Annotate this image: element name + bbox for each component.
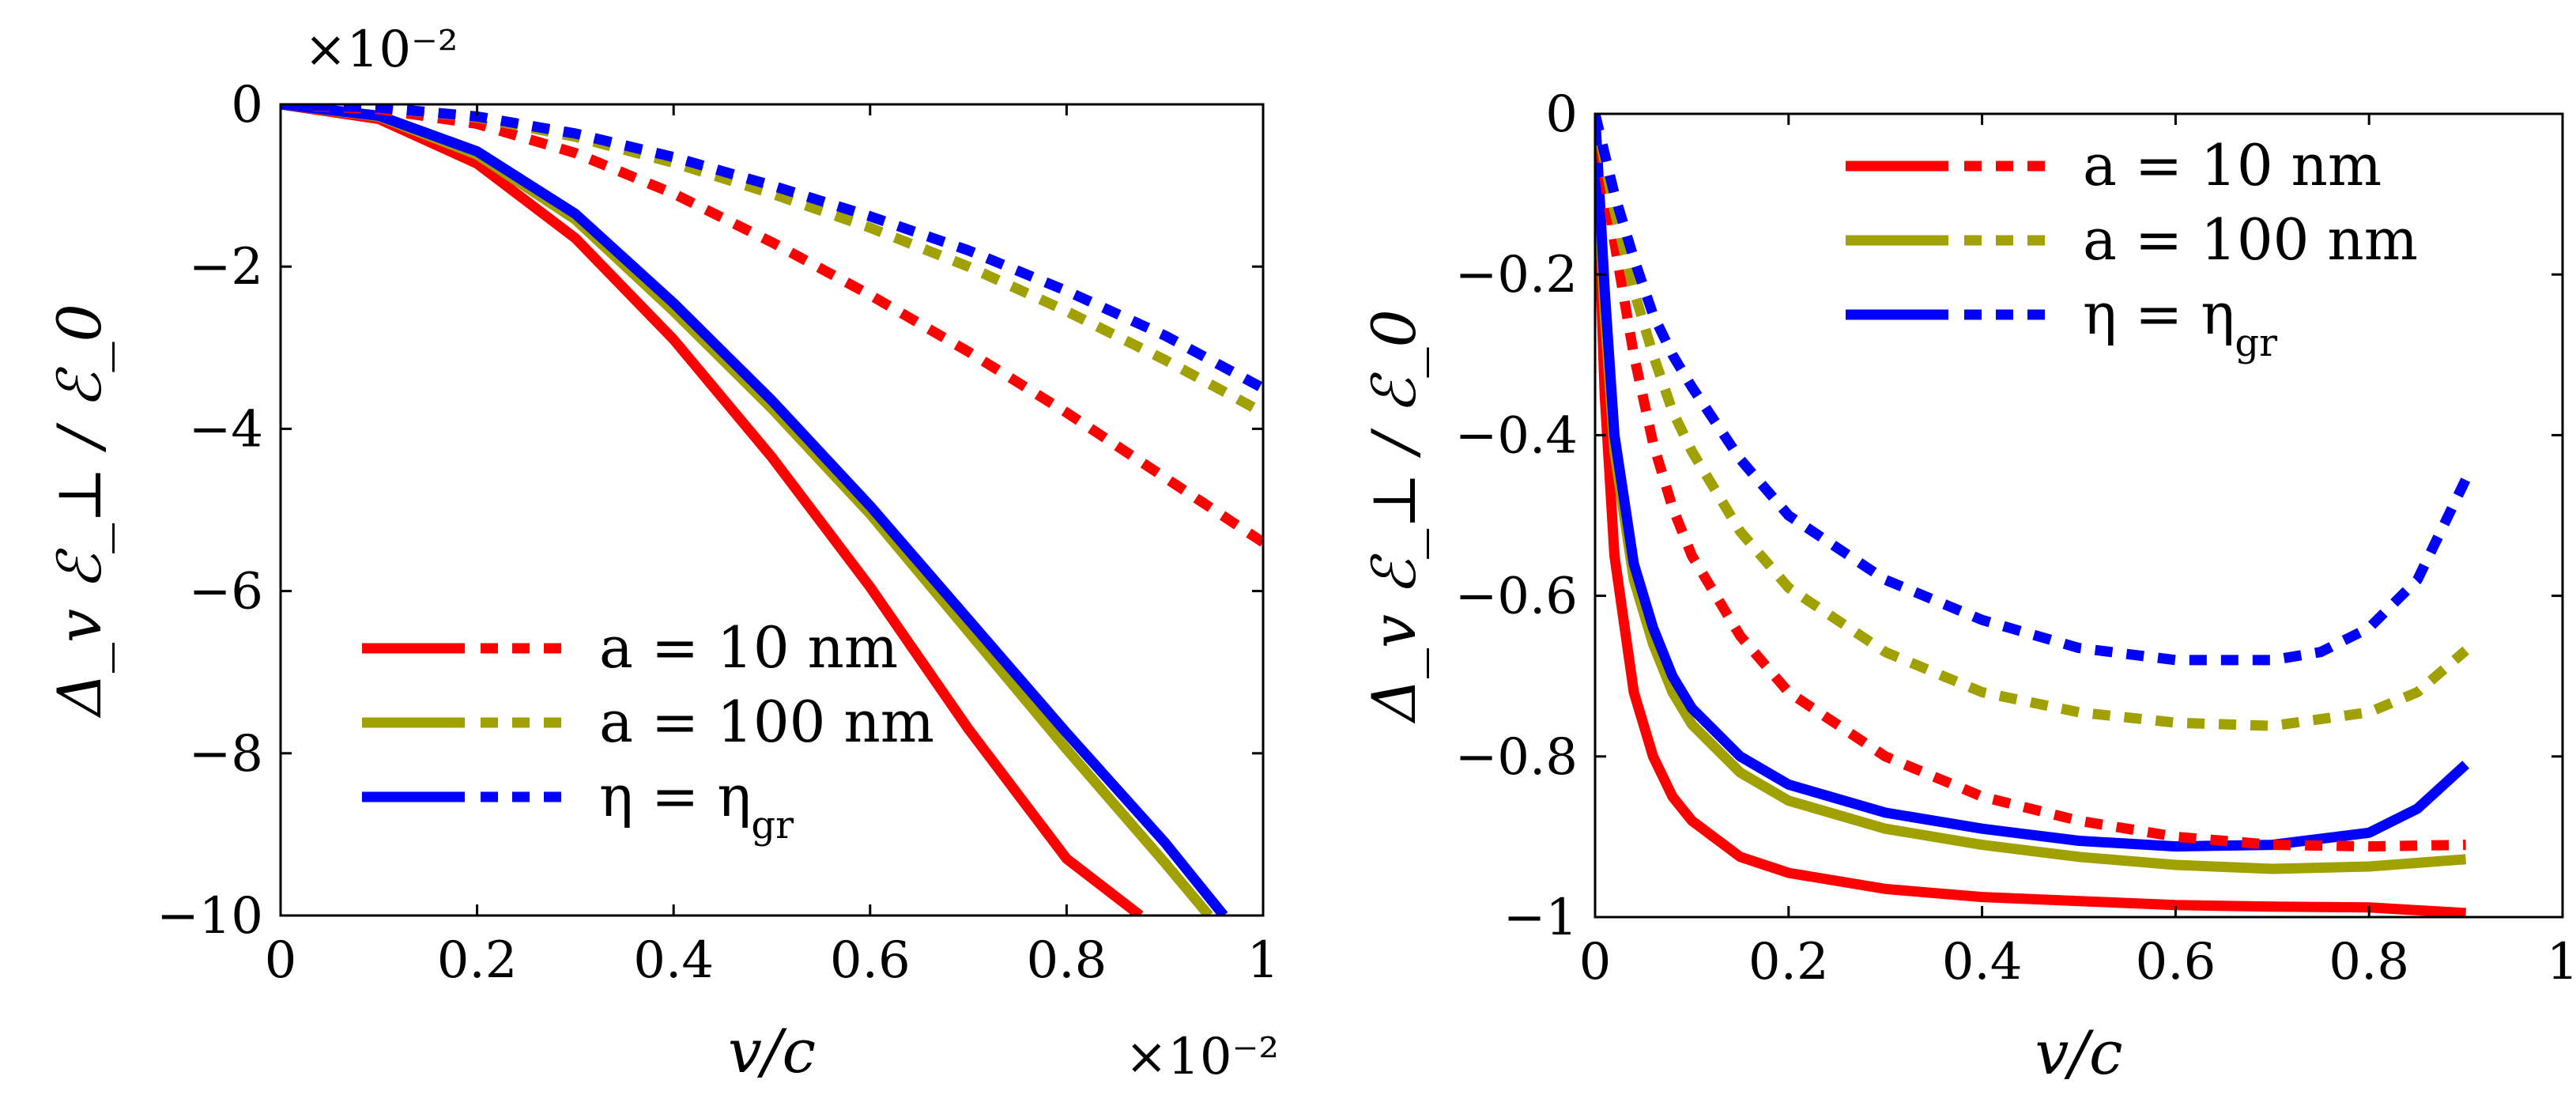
series-line-solid-0 bbox=[281, 104, 1144, 916]
legend-label: a = 100 nm bbox=[2083, 206, 2418, 273]
right-plot: 0 0.2 0.4 0.6 0.8 1 0 −0.2 −0.4 −0.6 −0.8 −1 v/c Δ_v … bbox=[1359, 85, 2576, 1088]
y-tick-label: −4 bbox=[189, 400, 263, 459]
x-tick-label: 0.2 bbox=[1748, 933, 1829, 991]
series-line-dashed-4 bbox=[281, 104, 1263, 417]
series-line-dashed-4 bbox=[1595, 114, 2469, 731]
x-tick-label: 0.6 bbox=[2136, 933, 2216, 991]
x-tick-label: 1 bbox=[1247, 931, 1280, 990]
y-tick-label: −0.6 bbox=[1455, 568, 1578, 626]
legend-label: a = 10 nm bbox=[599, 614, 898, 681]
series-line-dashed-3 bbox=[281, 104, 1263, 547]
x-tick-label: 0.4 bbox=[633, 931, 714, 990]
y-axis-label: Δ_v ℰ_⊥ / ℰ_0 bbox=[44, 304, 115, 719]
y-tick-label: 0 bbox=[1545, 85, 1578, 144]
y-tick-label: −0.2 bbox=[1455, 246, 1578, 304]
y-tick-label: −6 bbox=[189, 563, 263, 621]
series-line-solid-0 bbox=[1595, 114, 2466, 917]
x-tick-label: 0.8 bbox=[1027, 931, 1107, 990]
series-line-solid-2 bbox=[1595, 114, 2469, 852]
series-group bbox=[1595, 114, 2471, 917]
left-plot: 0 0.2 0.4 0.6 0.8 1 0 −2 −4 −6 −8 −10 v/c Δ_v ℰ_⊥ / ℰ… bbox=[44, 21, 1279, 1086]
x-scale-label: ×10⁻² bbox=[1126, 1028, 1280, 1086]
series-line-solid-2 bbox=[281, 104, 1228, 916]
x-tick-label: 0.8 bbox=[2329, 933, 2409, 991]
y-tick-label: −0.4 bbox=[1455, 406, 1578, 465]
y-tick-label: −8 bbox=[189, 725, 263, 783]
x-tick-label: 0 bbox=[265, 931, 297, 990]
series-line-dashed-3 bbox=[1595, 114, 2466, 852]
x-axis-label: v/c bbox=[728, 1016, 816, 1086]
x-tick-label: 1 bbox=[2547, 933, 2576, 991]
y-tick-label: −2 bbox=[189, 238, 263, 296]
series-line-dashed-5 bbox=[1595, 114, 2471, 666]
x-tick-label: 0.4 bbox=[1942, 933, 2023, 991]
plot-frame bbox=[279, 103, 1265, 917]
y-axis-label: Δ_v ℰ_⊥ / ℰ_0 bbox=[1359, 309, 1429, 724]
y-tick-label: −1 bbox=[1503, 889, 1578, 947]
series-group bbox=[281, 104, 1263, 916]
plot-frame bbox=[1593, 112, 2564, 919]
legend-label: η = ηgr bbox=[599, 763, 794, 848]
x-tick-label: 0 bbox=[1579, 933, 1612, 991]
x-axis-label: v/c bbox=[2035, 1018, 2122, 1088]
x-tick-label: 0.6 bbox=[830, 931, 911, 990]
legend: a = 10 nm a = 100 nm η = ηgr bbox=[1846, 132, 2418, 365]
y-tick-label: −10 bbox=[157, 887, 263, 946]
y-tick-label: 0 bbox=[231, 76, 263, 134]
x-tick-label: 0.2 bbox=[437, 931, 518, 990]
y-scale-label: ×10⁻² bbox=[304, 21, 458, 79]
legend-label: a = 100 nm bbox=[599, 689, 934, 755]
legend-label: a = 10 nm bbox=[2083, 132, 2382, 198]
legend: a = 10 nm a = 100 nm η = ηgr bbox=[362, 614, 934, 848]
series-line-dashed-5 bbox=[281, 104, 1263, 393]
y-tick-label: −0.8 bbox=[1455, 728, 1578, 787]
legend-label: η = ηgr bbox=[2083, 281, 2277, 365]
